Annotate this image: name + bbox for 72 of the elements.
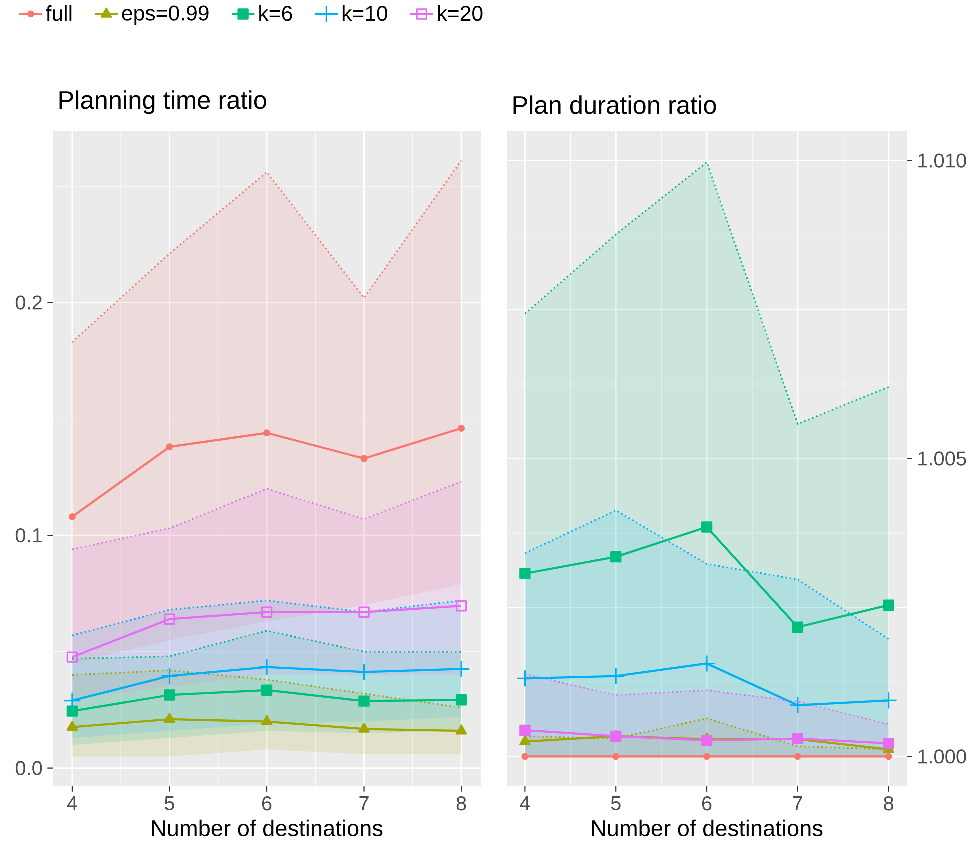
point xyxy=(789,696,807,714)
point xyxy=(164,690,176,701)
x-tick-label: 8 xyxy=(884,796,894,811)
y-tick-label: 0.0 xyxy=(16,761,42,776)
y-tick-label: 1.005 xyxy=(918,452,966,466)
point xyxy=(261,684,273,696)
point xyxy=(452,660,470,678)
legend-label: k=20 xyxy=(438,5,483,22)
point xyxy=(520,724,531,736)
point xyxy=(458,425,466,432)
point xyxy=(358,696,370,707)
line-series xyxy=(72,481,462,550)
point xyxy=(456,600,468,612)
x-axis-title: Number of destinations xyxy=(152,820,383,837)
chart-title: Plan duration ratio xyxy=(514,96,716,114)
point xyxy=(456,724,468,735)
point xyxy=(612,753,620,760)
point xyxy=(66,652,78,663)
line-series xyxy=(72,600,462,636)
line-series xyxy=(72,160,462,344)
point xyxy=(358,606,370,618)
point xyxy=(264,430,270,437)
point xyxy=(360,455,368,462)
y-tick-label: 0.2 xyxy=(16,296,42,310)
x-tick-label: 5 xyxy=(611,796,621,810)
x-axis-title: Number of destinations xyxy=(592,820,823,837)
point xyxy=(66,706,78,717)
legend-label: k=10 xyxy=(342,5,388,22)
point xyxy=(701,522,713,533)
legend-label: full xyxy=(46,5,72,22)
point xyxy=(164,614,176,625)
x-tick-label: 8 xyxy=(456,796,466,811)
point xyxy=(610,551,622,563)
point xyxy=(164,713,176,724)
point xyxy=(701,735,713,746)
point xyxy=(160,667,179,685)
line-series xyxy=(524,510,890,640)
point xyxy=(698,654,716,673)
y-tick-label: 1.010 xyxy=(918,154,966,168)
chart-title: Planning time ratio xyxy=(60,90,266,114)
x-tick-label: 6 xyxy=(702,796,712,811)
point xyxy=(522,753,529,760)
point xyxy=(794,753,802,760)
point xyxy=(520,568,531,580)
x-tick-label: 7 xyxy=(360,796,369,810)
point xyxy=(261,606,273,618)
y-tick-label: 0.1 xyxy=(16,528,42,543)
point xyxy=(166,444,174,451)
legend-label: k=6 xyxy=(260,5,292,22)
point xyxy=(880,692,898,710)
point xyxy=(66,720,78,731)
point xyxy=(64,692,82,710)
point xyxy=(261,715,273,726)
line-series xyxy=(524,674,890,726)
x-tick-label: 7 xyxy=(793,796,802,810)
line-series xyxy=(72,670,462,709)
x-tick-label: 5 xyxy=(164,796,174,810)
point xyxy=(704,753,710,760)
point xyxy=(68,513,76,520)
line-series xyxy=(524,162,890,425)
y-tick-label: 1.000 xyxy=(918,750,966,764)
x-tick-label: 4 xyxy=(520,796,530,810)
point xyxy=(258,658,276,676)
x-tick-label: 4 xyxy=(67,796,78,810)
line-series xyxy=(72,630,462,660)
legend-label: eps=0.99 xyxy=(122,6,209,26)
point xyxy=(792,622,804,633)
x-tick-label: 6 xyxy=(262,796,272,811)
point xyxy=(358,722,370,733)
point xyxy=(885,753,892,760)
point xyxy=(883,600,894,611)
point xyxy=(456,694,468,706)
